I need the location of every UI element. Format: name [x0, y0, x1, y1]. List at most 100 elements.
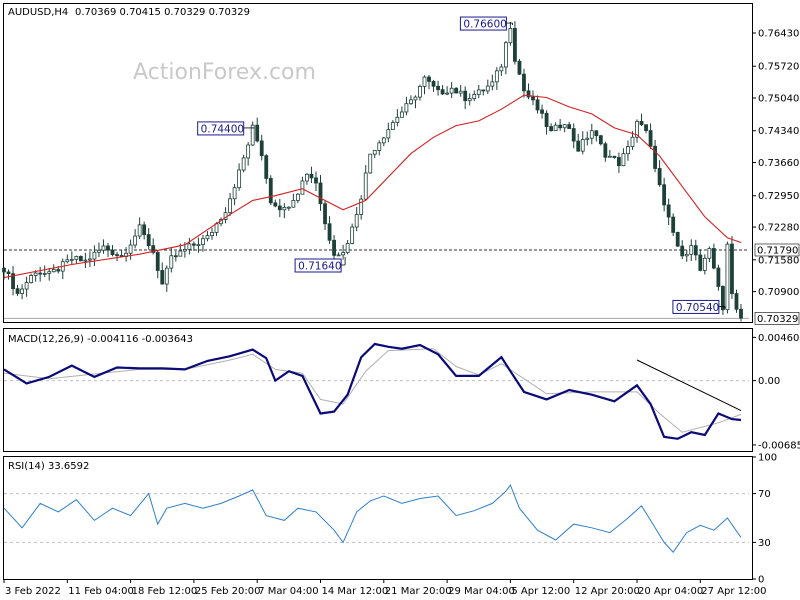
candle-body: [232, 187, 237, 200]
candle-body: [739, 308, 743, 319]
callout-box: [197, 121, 245, 136]
moving-average-line: [3, 94, 742, 279]
callout-box: [459, 16, 507, 31]
candle: [381, 136, 386, 147]
candle-body: [535, 99, 540, 111]
candle-body: [549, 126, 553, 132]
candle: [467, 93, 472, 106]
candle: [589, 123, 594, 145]
candle-body: [56, 269, 61, 272]
candle: [88, 251, 92, 267]
candle-body: [725, 243, 730, 311]
candle-body: [277, 205, 282, 211]
level-price-label-text: 0.71790: [757, 245, 798, 256]
candle-body: [607, 155, 612, 158]
callout-label: 0.70540: [676, 302, 719, 314]
candle-body: [142, 224, 147, 235]
candle: [463, 86, 468, 109]
time-tick-label: 14 Mar 12:00: [322, 586, 389, 597]
candle: [558, 118, 563, 131]
candle: [454, 87, 459, 94]
candle-body: [106, 245, 110, 251]
time-tick-label: 12 Apr 20:00: [575, 586, 640, 597]
price-ohlc: 0.70369 0.70415 0.70329 0.70329: [75, 7, 250, 18]
candle-body: [332, 239, 336, 256]
candle-body: [78, 256, 83, 262]
time-tick-label: 27 Apr 12:00: [701, 586, 766, 597]
candle-body: [210, 232, 214, 237]
candle: [535, 95, 540, 114]
level-price-label-box: [754, 243, 800, 257]
candle: [372, 150, 377, 158]
callout-box: [672, 299, 720, 314]
candle-body: [603, 143, 608, 158]
candle: [399, 106, 404, 118]
candle: [449, 81, 454, 99]
candle: [155, 249, 160, 279]
price-callout: 0.76600: [459, 16, 513, 31]
candle: [445, 86, 450, 96]
candle: [499, 63, 504, 76]
candle: [571, 123, 576, 149]
candle: [142, 221, 147, 240]
candle: [725, 241, 730, 314]
candle-body: [427, 76, 431, 82]
candle: [702, 254, 707, 275]
candle: [657, 160, 662, 187]
candle-body: [42, 272, 47, 275]
candle-body: [617, 157, 621, 167]
candle: [115, 251, 119, 261]
candle-body: [522, 73, 526, 92]
candle: [336, 252, 341, 257]
candle-body: [354, 214, 359, 228]
candle: [734, 289, 739, 313]
callout-label: 0.71640: [298, 260, 341, 272]
candle-body: [164, 267, 169, 285]
candle: [576, 133, 581, 152]
candle: [33, 270, 38, 282]
candle-body: [201, 238, 205, 246]
candle: [29, 273, 34, 284]
candle-body: [214, 223, 219, 233]
candle-body: [146, 234, 151, 247]
candle: [662, 177, 667, 212]
candle-body: [246, 144, 251, 159]
candle: [639, 113, 644, 127]
candle-body: [413, 96, 418, 101]
candle-body: [721, 286, 725, 311]
candle-body: [558, 124, 563, 129]
candle-body: [531, 96, 535, 101]
candle-body: [626, 146, 630, 155]
candle-body: [169, 255, 174, 269]
candle-body: [47, 271, 52, 274]
candle: [481, 89, 486, 96]
candle-body: [345, 243, 350, 253]
candle: [210, 227, 214, 240]
candle: [653, 139, 657, 173]
candle-body: [612, 155, 617, 158]
macd-panel-frame: [3, 328, 753, 452]
candle: [644, 124, 648, 134]
candle-body: [92, 251, 97, 260]
candle-body: [192, 243, 196, 246]
candle-body: [635, 120, 639, 138]
candle-body: [88, 258, 92, 261]
candle-body: [666, 204, 671, 218]
candle: [205, 231, 210, 242]
candle-body: [395, 116, 400, 123]
candle: [390, 120, 395, 131]
candle-body: [182, 248, 187, 252]
candle-body: [350, 226, 355, 244]
candle: [133, 229, 138, 249]
candle-body: [508, 28, 513, 44]
candle-body: [363, 172, 368, 200]
candle: [241, 154, 246, 173]
candle: [458, 85, 463, 97]
candle-body: [29, 275, 34, 283]
candle-body: [295, 193, 300, 201]
candle: [268, 175, 273, 206]
candle: [598, 134, 603, 146]
candle: [173, 251, 178, 262]
candle-body: [51, 269, 56, 273]
candle: [273, 199, 278, 208]
